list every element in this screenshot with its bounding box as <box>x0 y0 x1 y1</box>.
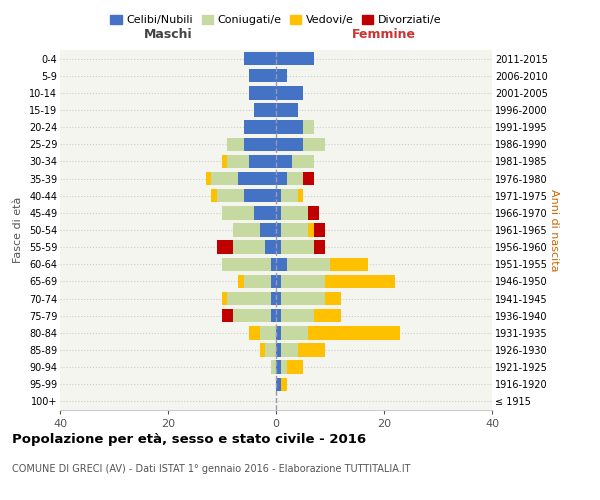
Bar <box>308 224 314 236</box>
Bar <box>244 274 271 288</box>
Bar <box>233 309 271 322</box>
Bar <box>287 172 303 186</box>
Text: COMUNE DI GRECI (AV) - Dati ISTAT 1° gennaio 2016 - Elaborazione TUTTITALIA.IT: COMUNE DI GRECI (AV) - Dati ISTAT 1° gen… <box>12 464 410 474</box>
Bar <box>276 189 281 202</box>
Bar <box>206 172 211 186</box>
Bar <box>254 206 276 220</box>
Bar <box>265 344 276 356</box>
Bar <box>276 172 287 186</box>
Bar <box>271 360 276 374</box>
Bar <box>276 52 314 66</box>
Bar <box>281 344 298 356</box>
Bar <box>249 154 276 168</box>
Bar <box>276 378 281 391</box>
Bar <box>265 240 276 254</box>
Bar <box>325 292 341 306</box>
Bar <box>222 292 227 306</box>
Bar <box>271 258 276 271</box>
Bar <box>233 224 260 236</box>
Bar <box>281 309 314 322</box>
Bar <box>314 224 325 236</box>
Bar <box>325 274 395 288</box>
Bar <box>276 326 281 340</box>
Bar <box>222 309 233 322</box>
Bar <box>276 104 298 117</box>
Bar <box>281 224 308 236</box>
Bar <box>287 360 303 374</box>
Bar <box>217 240 233 254</box>
Bar <box>249 86 276 100</box>
Bar <box>276 120 303 134</box>
Bar <box>281 189 298 202</box>
Bar <box>276 360 281 374</box>
Bar <box>227 138 244 151</box>
Bar <box>249 326 260 340</box>
Text: Femmine: Femmine <box>352 28 416 40</box>
Bar <box>244 120 276 134</box>
Bar <box>276 154 292 168</box>
Bar <box>281 360 287 374</box>
Bar <box>308 326 400 340</box>
Bar <box>276 69 287 82</box>
Bar <box>292 154 314 168</box>
Bar <box>271 274 276 288</box>
Bar <box>276 309 281 322</box>
Text: Maschi: Maschi <box>143 28 193 40</box>
Bar <box>271 309 276 322</box>
Bar <box>271 292 276 306</box>
Bar <box>281 326 308 340</box>
Bar <box>303 120 314 134</box>
Bar <box>222 206 254 220</box>
Y-axis label: Fasce di età: Fasce di età <box>13 197 23 263</box>
Bar <box>281 240 314 254</box>
Bar <box>303 172 314 186</box>
Bar <box>308 206 319 220</box>
Bar <box>217 189 244 202</box>
Bar <box>233 240 265 254</box>
Bar <box>330 258 368 271</box>
Bar <box>276 138 303 151</box>
Bar <box>227 292 271 306</box>
Bar <box>260 224 276 236</box>
Bar <box>298 344 325 356</box>
Bar <box>276 258 287 271</box>
Bar <box>314 309 341 322</box>
Bar <box>298 189 303 202</box>
Bar <box>254 104 276 117</box>
Bar <box>244 189 276 202</box>
Legend: Celibi/Nubili, Coniugati/e, Vedovi/e, Divorziati/e: Celibi/Nubili, Coniugati/e, Vedovi/e, Di… <box>106 10 446 30</box>
Bar <box>276 86 303 100</box>
Bar <box>303 138 325 151</box>
Bar <box>222 154 227 168</box>
Bar <box>211 189 217 202</box>
Bar <box>244 52 276 66</box>
Bar <box>287 258 330 271</box>
Bar <box>222 258 271 271</box>
Bar <box>281 206 308 220</box>
Bar <box>249 69 276 82</box>
Bar <box>276 240 281 254</box>
Bar <box>276 206 281 220</box>
Bar <box>227 154 249 168</box>
Bar <box>314 240 325 254</box>
Bar <box>276 224 281 236</box>
Bar <box>276 274 281 288</box>
Bar <box>260 344 265 356</box>
Bar <box>281 292 325 306</box>
Bar <box>260 326 276 340</box>
Bar <box>281 378 287 391</box>
Bar <box>238 274 244 288</box>
Y-axis label: Anni di nascita: Anni di nascita <box>549 188 559 271</box>
Bar <box>211 172 238 186</box>
Bar <box>238 172 276 186</box>
Bar <box>276 292 281 306</box>
Text: Popolazione per età, sesso e stato civile - 2016: Popolazione per età, sesso e stato civil… <box>12 432 366 446</box>
Bar <box>276 344 281 356</box>
Bar <box>281 274 325 288</box>
Bar <box>244 138 276 151</box>
